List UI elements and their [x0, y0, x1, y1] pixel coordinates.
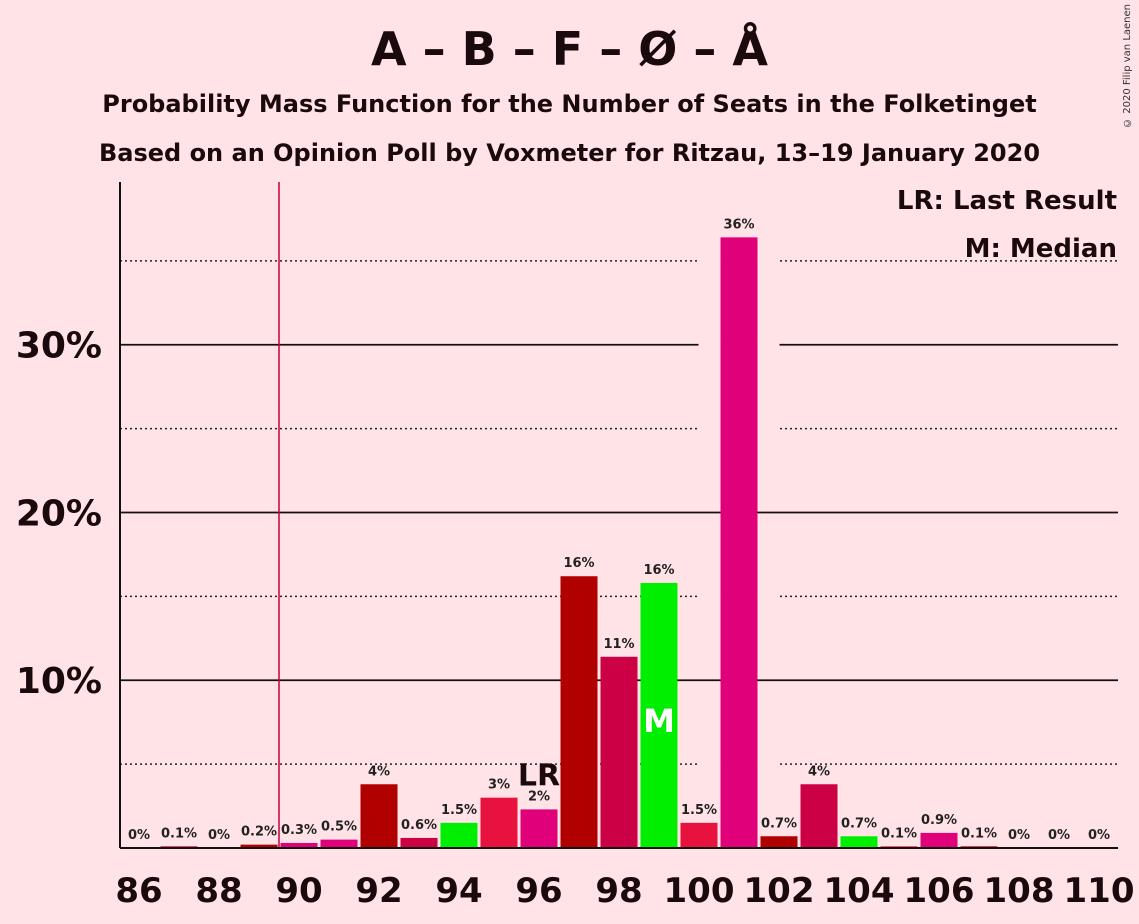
median-label: M — [643, 702, 675, 740]
bar — [360, 784, 398, 848]
chart-subtitle-source: Based on an Opinion Poll by Voxmeter for… — [98, 139, 1041, 167]
data-label: 4% — [368, 764, 390, 779]
data-label: 0% — [208, 828, 230, 843]
x-tick-label: 106 — [904, 871, 975, 911]
data-label: 0.9% — [921, 813, 957, 828]
x-tick-label: 86 — [115, 871, 162, 911]
y-tick-label: 10% — [16, 661, 102, 702]
data-label: 0.3% — [281, 823, 317, 838]
data-label: 1.5% — [681, 803, 717, 818]
x-tick-label: 96 — [515, 871, 562, 911]
bar — [680, 822, 718, 848]
gridline-gap — [698, 762, 721, 767]
data-label: 36% — [723, 217, 754, 232]
data-label: 0% — [1088, 828, 1110, 843]
data-label: 1.5% — [441, 803, 477, 818]
bar — [600, 656, 638, 848]
x-tick-label: 88 — [195, 871, 242, 911]
data-label: 0.6% — [401, 818, 437, 833]
chart-subtitle: Probability Mass Function for the Number… — [102, 90, 1037, 118]
gridline-gap — [757, 258, 780, 263]
data-label: 0.2% — [241, 825, 277, 840]
gridline-gap — [757, 762, 780, 767]
gridline-gap — [757, 426, 780, 431]
data-label: 16% — [563, 556, 594, 571]
gridline-gap — [757, 594, 780, 599]
x-tick-label: 110 — [1064, 871, 1135, 911]
bar — [480, 797, 518, 848]
data-label: 4% — [808, 764, 830, 779]
bar — [760, 836, 798, 848]
data-label: 0.1% — [161, 826, 197, 841]
bar — [920, 832, 958, 848]
data-label: 0% — [128, 828, 150, 843]
data-label: 0.7% — [761, 816, 797, 831]
bar — [840, 836, 878, 848]
x-tick-label: 108 — [984, 871, 1055, 911]
x-tick-label: 100 — [664, 871, 735, 911]
y-tick-label: 20% — [16, 493, 102, 534]
gridline-gap — [698, 342, 721, 347]
x-tick-label: 94 — [435, 871, 482, 911]
bar — [640, 582, 678, 848]
data-label: 11% — [603, 637, 634, 652]
x-tick-label: 90 — [275, 871, 322, 911]
data-label: 0.7% — [841, 816, 877, 831]
gridline-gap — [698, 594, 721, 599]
bar — [320, 839, 358, 848]
x-tick-label: 104 — [824, 871, 895, 911]
legend-last-result: LR: Last Result — [896, 186, 1117, 216]
y-tick-label: 30% — [16, 326, 102, 367]
data-label: 0% — [1048, 828, 1070, 843]
bar — [800, 784, 838, 848]
bar — [400, 837, 438, 848]
data-label: 0.1% — [961, 826, 997, 841]
bar — [240, 844, 278, 848]
bar — [280, 842, 318, 848]
legend-median: M: Median — [964, 234, 1117, 264]
chart-title: A – B – F – Ø – Å — [371, 22, 768, 76]
data-label: 0.1% — [881, 826, 917, 841]
x-tick-label: 92 — [355, 871, 402, 911]
data-label: 16% — [643, 563, 674, 578]
gridline-gap — [757, 342, 780, 347]
gridline-gap — [698, 426, 721, 431]
last-result-label: LR — [518, 758, 560, 793]
bar — [520, 809, 558, 848]
data-label: 0% — [1008, 828, 1030, 843]
gridline-gap — [698, 258, 721, 263]
x-tick-label: 102 — [744, 871, 815, 911]
bar — [440, 822, 478, 848]
data-label: 3% — [488, 778, 510, 793]
data-label: 2% — [528, 789, 550, 804]
bar — [720, 237, 758, 848]
data-label: 0.5% — [321, 820, 357, 835]
x-tick-label: 98 — [595, 871, 642, 911]
bar — [560, 576, 598, 848]
